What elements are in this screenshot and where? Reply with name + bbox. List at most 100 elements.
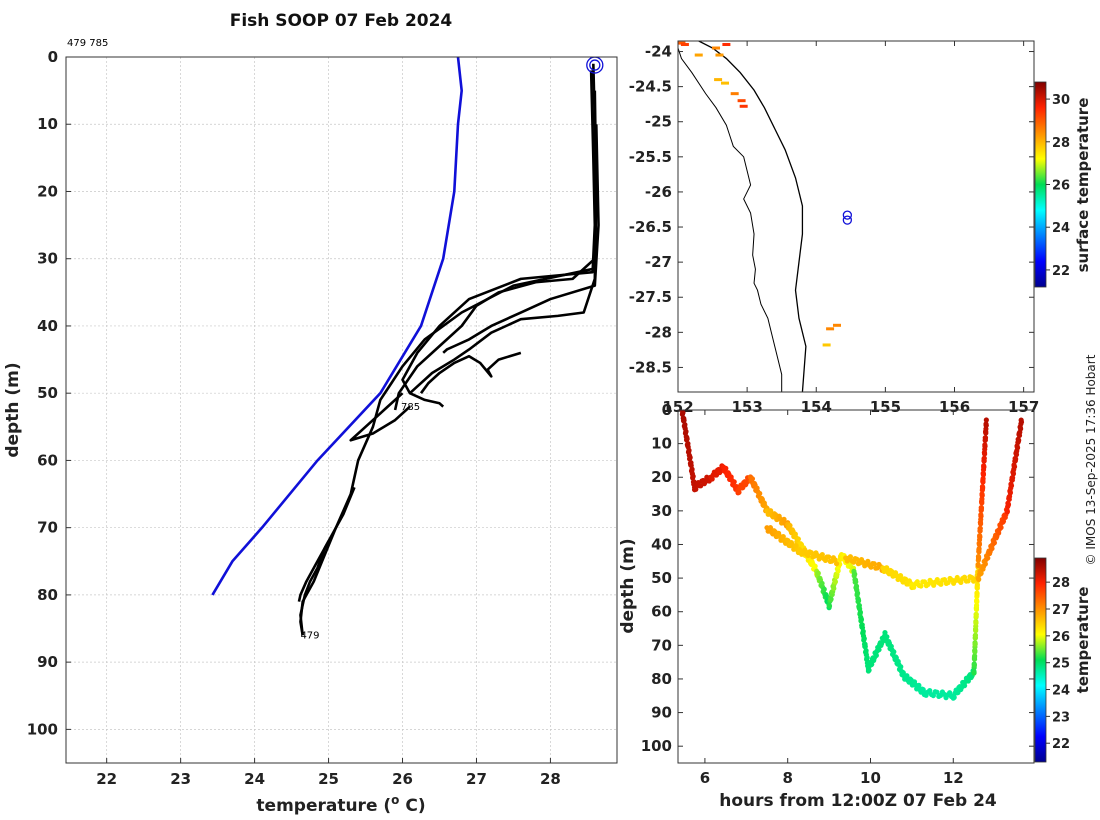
- map-x-tick-label: 152: [662, 398, 693, 416]
- map-frame: [677, 40, 1035, 393]
- temperature-sample-point: [965, 678, 971, 684]
- map-y-tick-label: -25.5: [629, 148, 672, 166]
- temperature-sample-point: [1014, 445, 1021, 451]
- map-y-tick-label: -26: [645, 183, 672, 201]
- temperature-sample-point: [945, 579, 951, 586]
- temperature-sample-point: [951, 694, 957, 700]
- temperature-sample-point: [723, 465, 729, 471]
- temperature-sample-point: [972, 653, 978, 659]
- temperature-sample-point: [831, 585, 837, 592]
- profile-y-tick-label: 100: [27, 720, 58, 738]
- temperature-sample-point: [832, 579, 839, 585]
- temperature-sample-point: [793, 543, 799, 549]
- temperature-sample-point: [884, 634, 890, 640]
- temperature-sample-point: [823, 593, 829, 599]
- temperature-sample-point: [991, 540, 998, 546]
- temperature-sample-point: [934, 689, 940, 695]
- coastline: [678, 47, 783, 392]
- profile-y-tick-label: 90: [37, 653, 58, 671]
- sst-point: [822, 343, 831, 347]
- temperature-sample-point: [898, 664, 904, 670]
- profile-frame: [65, 56, 618, 764]
- temperature-sample-point: [985, 555, 991, 561]
- temperature-sample-point: [795, 536, 801, 542]
- temperature-sample-point: [1011, 464, 1018, 470]
- map-y-tick-label: -24.5: [629, 78, 672, 96]
- temperature-sample-point: [982, 435, 989, 441]
- temperature-sample-point: [1018, 419, 1025, 425]
- temperature-sample-point: [982, 561, 988, 567]
- temperature-sample-point: [864, 654, 870, 661]
- sst-point: [714, 78, 723, 82]
- temperature-sample-point: [854, 590, 861, 596]
- temperature-sample-point: [863, 647, 869, 654]
- profile-x-tick-label: 23: [170, 770, 191, 788]
- temperature-sample-point: [709, 476, 715, 482]
- temperature-sample-point: [980, 476, 986, 482]
- temperature-sample-point: [787, 522, 793, 529]
- temperature-sample-point: [983, 430, 989, 436]
- temperature-sample-point: [976, 576, 982, 582]
- sst-point: [715, 53, 724, 57]
- temperature-sample-point: [833, 561, 840, 567]
- temperature-sample-point: [973, 620, 979, 626]
- timeseries-x-tick-label: 8: [782, 769, 792, 787]
- temperature-sample-point: [731, 479, 737, 485]
- timeseries-colorbar-tick-label: 24: [1052, 684, 1070, 699]
- sst-point: [712, 46, 721, 50]
- temperature-sample-point: [897, 573, 904, 579]
- timeseries-x-tick-label: 10: [860, 769, 881, 787]
- sst-point: [737, 99, 746, 103]
- temperature-sample-point: [884, 565, 890, 571]
- profile-annotation: 479: [300, 631, 319, 642]
- temperature-sample-point: [680, 410, 686, 416]
- temperature-sample-point: [1013, 452, 1020, 458]
- timeseries-colorbar-label: temperature: [1074, 587, 1092, 694]
- temperature-sample-point: [976, 554, 982, 560]
- temperature-sample-point: [1010, 471, 1017, 477]
- temperature-sample-point: [808, 549, 814, 556]
- temperature-sample-point: [976, 542, 983, 548]
- temperature-sample-point: [686, 447, 692, 453]
- temperature-sample-point: [689, 466, 695, 472]
- temperature-sample-point: [973, 606, 980, 613]
- profile-line: [299, 486, 356, 636]
- temperature-sample-point: [977, 525, 983, 531]
- map-colorbar-label: surface temperature: [1074, 98, 1092, 273]
- map-colorbar: [1034, 81, 1047, 288]
- temperature-sample-point: [690, 473, 696, 479]
- profile-y-tick-label: 0: [48, 48, 58, 66]
- sst-point: [721, 81, 730, 85]
- timeseries-colorbar-tick-label: 25: [1052, 657, 1070, 672]
- temperature-sample-point: [978, 505, 985, 511]
- profile-line: [401, 70, 597, 408]
- profile-annotation: 785: [401, 402, 420, 413]
- temperature-sample-point: [847, 554, 854, 560]
- timeseries-colorbar-tick-label: 28: [1052, 576, 1070, 591]
- profile-y-tick-label: 70: [37, 519, 58, 537]
- profile-y-tick-label: 20: [37, 182, 58, 200]
- timeseries-x-axis-label: hours from 12:00Z 07 Feb 24: [719, 791, 997, 811]
- sst-point: [694, 53, 703, 57]
- temperature-sample-point: [971, 662, 977, 668]
- map-y-tick-label: -28: [645, 323, 672, 341]
- temperature-sample-point: [757, 490, 763, 497]
- temperature-sample-point: [826, 554, 832, 560]
- map-position-marker: [842, 210, 853, 220]
- profile-line: [409, 191, 598, 395]
- temperature-sample-point: [852, 571, 858, 577]
- timeseries-colorbar: [1034, 557, 1047, 763]
- profile-x-tick-label: 24: [244, 770, 265, 788]
- temperature-sample-point: [982, 443, 988, 449]
- map-position-marker: [842, 215, 853, 225]
- profile-x-tick-label: 27: [466, 770, 487, 788]
- temperature-sample-point: [1004, 509, 1010, 515]
- temperature-sample-point: [981, 455, 987, 461]
- map-y-tick-label: -26.5: [629, 218, 672, 236]
- temperature-sample-point: [938, 581, 944, 587]
- temperature-sample-point: [974, 590, 980, 597]
- temperature-sample-point: [982, 451, 988, 457]
- sst-point: [680, 43, 689, 47]
- profile-y-tick-label: 40: [37, 317, 58, 335]
